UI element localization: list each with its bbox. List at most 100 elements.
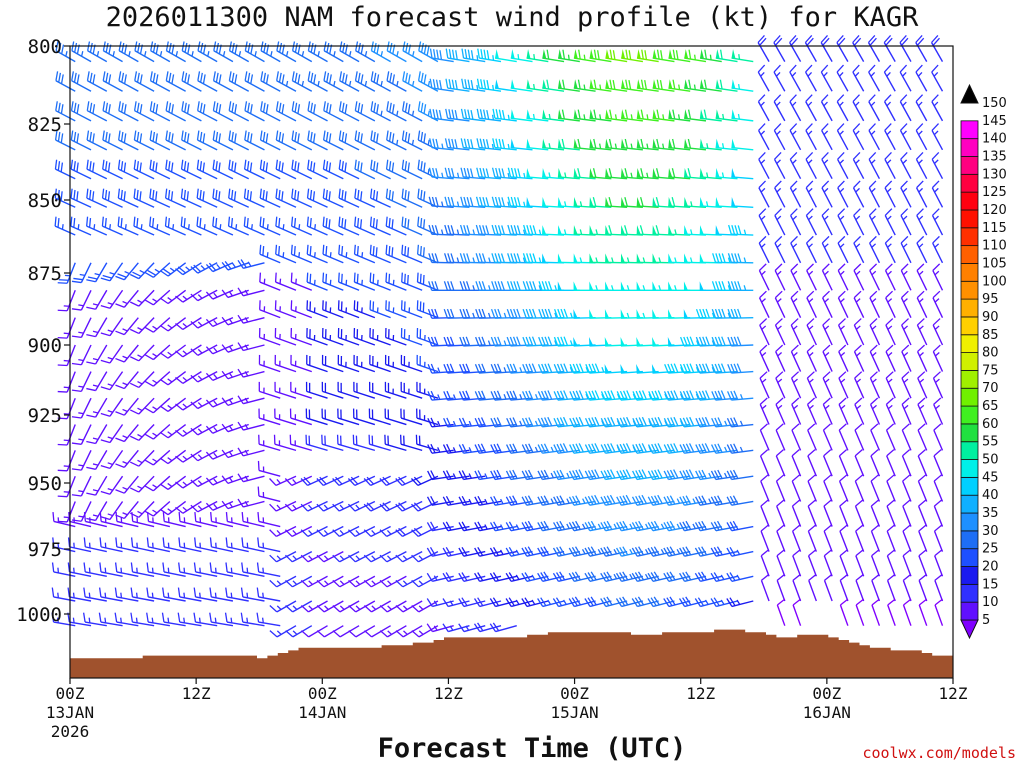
wind-barb (776, 549, 786, 577)
wind-barb (775, 371, 786, 399)
wind-barb (822, 318, 833, 346)
wind-barb (489, 546, 517, 557)
wind-barb (269, 525, 297, 538)
wind-barb (321, 408, 344, 426)
wind-barb (429, 108, 454, 122)
wind-barb (98, 587, 123, 602)
wind-barb (715, 79, 738, 92)
wind-barb (573, 167, 596, 180)
wind-barb (98, 612, 123, 627)
wind-barb (473, 597, 502, 608)
wind-barb (931, 208, 944, 236)
wind-barb (102, 130, 123, 151)
wind-barb (684, 79, 707, 92)
colorbar-label: 135 (982, 149, 1007, 164)
wind-barb (260, 101, 281, 122)
wind-barb (931, 123, 944, 151)
wind-barb (542, 49, 565, 63)
wind-barb (228, 159, 250, 180)
wind-barb (522, 308, 549, 319)
wind-barb (589, 79, 612, 92)
wind-barb (885, 290, 896, 318)
wind-barb (679, 546, 707, 557)
wind-barb (210, 511, 234, 528)
wind-barb (459, 224, 486, 236)
wind-barb (804, 64, 817, 92)
wind-barb (600, 494, 628, 506)
wind-barb (369, 354, 391, 373)
wind-barb (240, 612, 265, 627)
wind-barb (789, 208, 802, 236)
wind-barb (668, 196, 691, 208)
wind-barb (415, 434, 439, 452)
wind-barb (790, 344, 802, 372)
y-tick-label: 850 (28, 190, 62, 212)
wind-barb (694, 546, 722, 557)
wind-barb (852, 151, 865, 180)
wind-barb (144, 449, 171, 466)
wind-barb (196, 188, 218, 208)
wind-barb (149, 188, 171, 208)
wind-barb (476, 138, 502, 151)
wind-barb (274, 327, 297, 346)
colorbar-label: 10 (982, 595, 999, 610)
wind-barb (899, 123, 912, 151)
wind-barb (791, 524, 802, 552)
wind-barb (82, 612, 107, 627)
wind-barb (51, 612, 76, 627)
wind-barb (869, 290, 881, 318)
wind-barb (884, 263, 896, 291)
wind-barb (83, 587, 107, 602)
wind-barb (291, 130, 313, 151)
wind-barb (557, 138, 580, 151)
wind-barb (901, 423, 912, 451)
wind-barb (149, 101, 171, 122)
wind-barb (773, 151, 786, 180)
wind-barb (636, 167, 659, 180)
wind-barb (354, 130, 376, 151)
wind-barb (190, 397, 218, 410)
wind-barb (776, 573, 786, 602)
wind-barb (445, 108, 470, 122)
wind-barb (100, 424, 124, 444)
wind-barb (699, 49, 722, 63)
wind-barb (395, 575, 423, 588)
wind-barb (354, 216, 376, 236)
wind-barb (363, 600, 391, 613)
wind-barb (886, 499, 896, 527)
wind-barb (789, 94, 802, 122)
wind-barb (181, 130, 202, 151)
wind-barb (760, 549, 770, 577)
wind-barb (363, 500, 391, 512)
credit-text[interactable]: coolwx.com/models (862, 744, 1016, 762)
wind-barb (337, 354, 360, 373)
wind-barb (86, 130, 108, 151)
colorbar-cell (960, 352, 979, 371)
wind-barb (695, 416, 722, 428)
wind-barb (307, 71, 328, 92)
wind-barb (354, 188, 376, 208)
wind-barb (162, 587, 186, 602)
wind-barb (369, 327, 391, 346)
colorbar-label: 145 (982, 114, 1007, 129)
wind-barb (209, 587, 234, 602)
wind-barb (838, 397, 849, 425)
wind-barb (631, 596, 659, 608)
wind-barb (244, 71, 265, 92)
wind-barb (854, 499, 865, 527)
wind-barb (190, 262, 218, 274)
wind-barb (332, 575, 360, 588)
wind-barb (165, 188, 186, 208)
wind-barb (584, 571, 612, 583)
wind-barb (149, 216, 171, 236)
wind-barb (129, 475, 155, 493)
wind-barb (337, 381, 360, 399)
wind-barb (290, 327, 313, 346)
wind-barb (475, 253, 502, 264)
wind-barb (933, 397, 944, 425)
wind-barb (259, 244, 281, 264)
wind-barb (474, 521, 502, 532)
wind-barb (416, 300, 439, 319)
wind-barb (683, 196, 707, 208)
colorbar-cell (960, 245, 979, 264)
